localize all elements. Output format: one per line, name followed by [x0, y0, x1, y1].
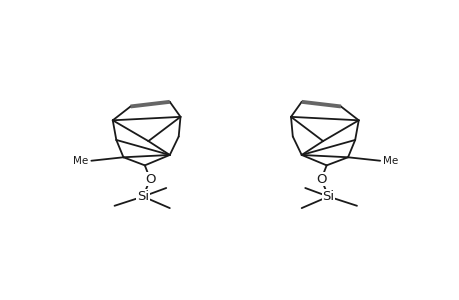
Text: O: O: [145, 173, 155, 186]
Text: Me: Me: [382, 156, 397, 166]
Text: Me: Me: [73, 156, 88, 166]
Text: O: O: [315, 173, 326, 186]
Text: Si: Si: [137, 190, 149, 203]
Text: Si: Si: [322, 190, 334, 203]
